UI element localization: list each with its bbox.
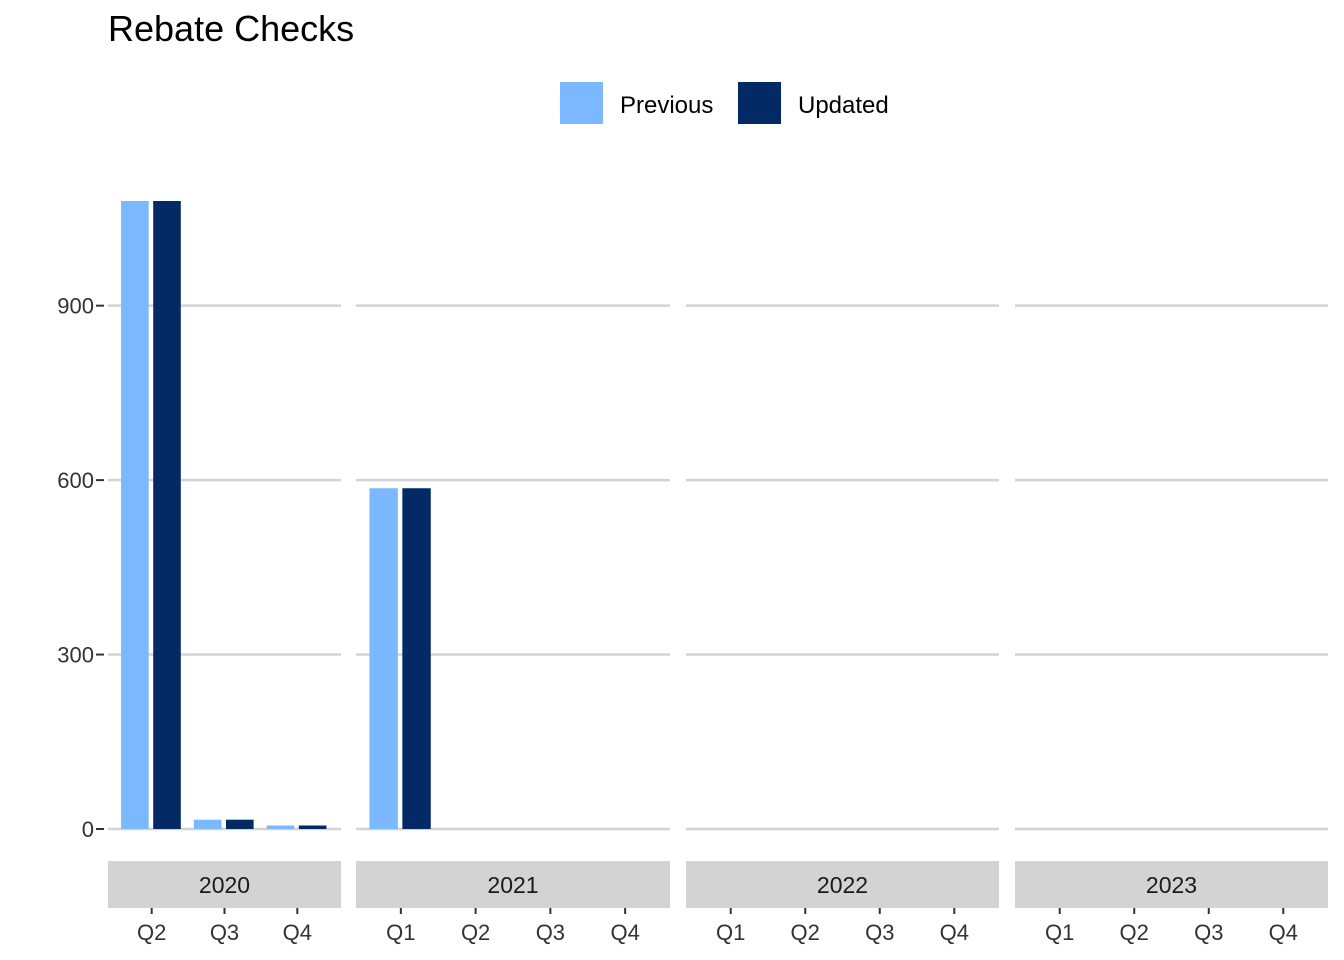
bar-previous xyxy=(193,819,222,829)
bar-updated xyxy=(402,488,431,829)
legend-key-updated xyxy=(738,82,781,124)
x-tick-label: Q4 xyxy=(610,920,639,945)
bar-updated xyxy=(298,825,327,829)
facet-strip xyxy=(686,861,999,908)
legend-label-updated: Updated xyxy=(798,92,889,119)
x-tick-label: Q2 xyxy=(137,920,166,945)
facet-label: 2020 xyxy=(199,872,250,898)
legend-key-previous xyxy=(560,82,603,124)
facet-label: 2021 xyxy=(487,872,538,898)
x-tick-label: Q3 xyxy=(1194,920,1223,945)
bar-updated xyxy=(153,201,181,829)
facet-label: 2022 xyxy=(817,872,868,898)
bar-previous xyxy=(121,201,149,829)
facet-label: 2023 xyxy=(1146,872,1197,898)
x-tick-label: Q4 xyxy=(1269,920,1298,945)
y-tick-label: 300 xyxy=(57,643,94,668)
facet-strip xyxy=(1015,861,1328,908)
y-tick-label: 0 xyxy=(82,817,94,842)
bar-previous xyxy=(266,825,295,829)
x-tick-label: Q1 xyxy=(716,920,745,945)
x-tick-label: Q4 xyxy=(940,920,969,945)
x-tick-label: Q3 xyxy=(865,920,894,945)
x-tick-label: Q3 xyxy=(536,920,565,945)
bar-updated xyxy=(226,819,254,829)
x-tick-label: Q1 xyxy=(1045,920,1074,945)
x-tick-label: Q2 xyxy=(791,920,820,945)
x-tick-label: Q1 xyxy=(386,920,415,945)
x-tick-label: Q2 xyxy=(1120,920,1149,945)
facet-strip xyxy=(356,861,670,908)
y-tick-label: 900 xyxy=(57,294,94,319)
y-tick-label: 600 xyxy=(57,468,94,493)
bar-previous xyxy=(369,488,398,829)
x-tick-label: Q4 xyxy=(283,920,312,945)
facet-strip xyxy=(108,861,341,908)
chart-title: Rebate Checks xyxy=(108,8,355,49)
legend-label-previous: Previous xyxy=(620,92,713,119)
x-tick-label: Q3 xyxy=(210,920,239,945)
x-tick-label: Q2 xyxy=(461,920,490,945)
